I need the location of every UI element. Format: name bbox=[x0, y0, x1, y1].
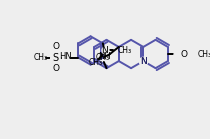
Text: CH₃: CH₃ bbox=[96, 53, 110, 62]
Text: N: N bbox=[101, 46, 108, 55]
Text: N: N bbox=[140, 57, 147, 66]
Text: S: S bbox=[52, 53, 58, 63]
Text: O: O bbox=[53, 64, 60, 73]
Text: CH₃: CH₃ bbox=[118, 46, 132, 55]
Text: HN: HN bbox=[59, 52, 71, 61]
Text: NH: NH bbox=[98, 52, 111, 61]
Text: CH₃: CH₃ bbox=[89, 58, 103, 67]
Text: O: O bbox=[180, 49, 187, 59]
Text: CH₃: CH₃ bbox=[33, 53, 47, 62]
Text: O: O bbox=[53, 42, 60, 51]
Text: CH₃: CH₃ bbox=[198, 49, 210, 59]
Text: N: N bbox=[140, 57, 147, 66]
